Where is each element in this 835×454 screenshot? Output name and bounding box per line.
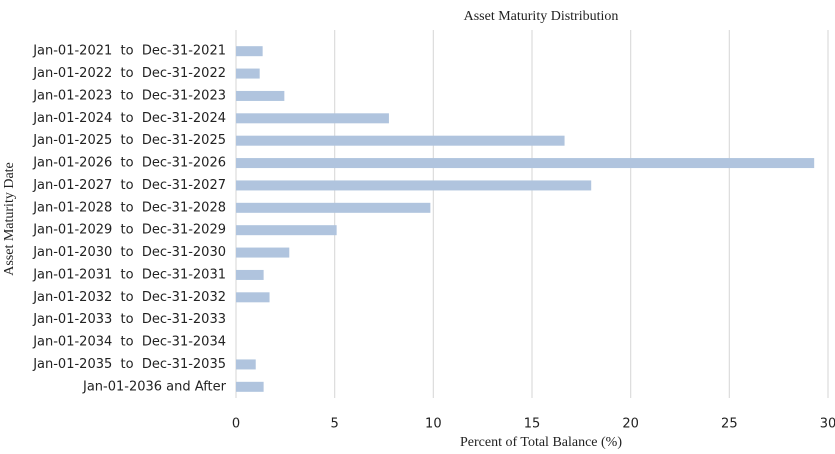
y-tick-label: Jan-01-2036 and After: [82, 379, 227, 394]
bar: [236, 359, 256, 370]
y-tick-label: Jan-01-2032 to Dec-31-2032: [32, 290, 226, 305]
y-tick-label: Jan-01-2029 to Dec-31-2029: [32, 223, 226, 238]
x-tick-label: 0: [232, 417, 240, 432]
y-tick-label: Jan-01-2030 to Dec-31-2030: [32, 245, 226, 260]
x-tick-label: 25: [721, 417, 738, 432]
y-tick-label: Jan-01-2034 to Dec-31-2034: [32, 335, 226, 350]
x-axis-label: Percent of Total Balance (%): [460, 435, 622, 450]
bar: [236, 292, 270, 303]
bar: [236, 113, 389, 124]
y-tick-label: Jan-01-2027 to Dec-31-2027: [32, 178, 226, 193]
x-tick-label: 10: [425, 417, 442, 432]
y-tick-label: Jan-01-2023 to Dec-31-2023: [32, 88, 226, 103]
bar: [236, 90, 285, 101]
bar: [236, 202, 431, 213]
y-tick-label: Jan-01-2033 to Dec-31-2033: [32, 312, 226, 327]
bar: [236, 135, 565, 146]
y-tick-label: Jan-01-2022 to Dec-31-2022: [32, 66, 226, 81]
y-tick-label: Jan-01-2028 to Dec-31-2028: [32, 200, 226, 215]
y-tick-label: Jan-01-2031 to Dec-31-2031: [32, 267, 226, 282]
bar: [236, 46, 263, 57]
x-tick-label: 15: [524, 417, 541, 432]
bar: [236, 158, 815, 169]
y-tick-label: Jan-01-2024 to Dec-31-2024: [32, 111, 226, 126]
bar: [236, 381, 264, 392]
y-tick-label: Jan-01-2021 to Dec-31-2021: [32, 44, 226, 59]
x-tick-label: 5: [331, 417, 339, 432]
bar: [236, 225, 337, 236]
chart-title: Asset Maturity Distribution: [464, 9, 619, 24]
y-tick-label: Jan-01-2025 to Dec-31-2025: [32, 133, 226, 148]
x-tick-label: 30: [820, 417, 835, 432]
bar: [236, 68, 260, 79]
y-axis-label: Asset Maturity Date: [2, 162, 17, 276]
y-tick-label: Jan-01-2035 to Dec-31-2035: [32, 357, 226, 372]
x-tick-label: 20: [622, 417, 639, 432]
bar: [236, 269, 264, 280]
bar: [236, 180, 592, 191]
y-tick-label: Jan-01-2026 to Dec-31-2026: [32, 156, 226, 171]
bar: [236, 247, 290, 258]
